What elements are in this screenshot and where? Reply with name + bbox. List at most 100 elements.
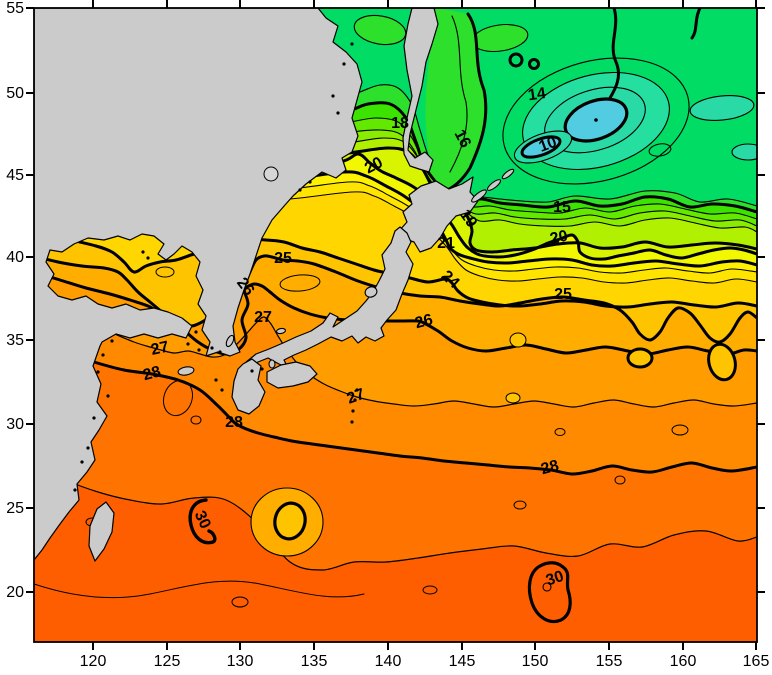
contour-label-27-14: 27 (254, 309, 272, 326)
contour-label-27-18: 27 (345, 386, 368, 408)
land-shikoku (266, 361, 318, 389)
closed-contour-feature-18 (648, 143, 672, 157)
closed-contour-feature-12 (689, 95, 755, 121)
y-axis-label-30: 30 (6, 416, 24, 433)
islet-dot-14 (197, 348, 201, 352)
islet-dot-9 (80, 460, 84, 464)
island-kuril-2 (486, 179, 502, 191)
x-axis-label-140: 140 (375, 653, 402, 670)
contour-feature-2 (425, 8, 486, 191)
closed-contour-feature-15 (528, 58, 540, 70)
closed-contour-feature-31 (513, 500, 527, 510)
contour-label-18-0: 18 (391, 115, 409, 132)
islet-dot-2 (342, 62, 346, 66)
contour-label-15-5: 15 (553, 199, 571, 216)
land-hokkaido (398, 176, 479, 253)
island-kuril-3 (501, 168, 515, 180)
contour-label-20-7: 20 (548, 228, 569, 248)
islet-dot-24 (141, 250, 145, 254)
contour-label-28-17: 28 (225, 414, 243, 431)
closed-contour-feature-13 (731, 143, 757, 161)
contour-label-14-3: 14 (527, 85, 547, 104)
islet-dot-16 (218, 350, 222, 354)
islet-dot-10 (73, 488, 77, 492)
islet-dot-27 (220, 388, 224, 392)
island-oki (275, 327, 287, 335)
isotherm-line-28 (34, 340, 757, 476)
isotherm-line-27 (34, 301, 757, 408)
contour-label-28-16: 28 (141, 363, 163, 384)
x-axis-label-135: 135 (301, 653, 328, 670)
island-sado (364, 286, 378, 298)
land-kyushu (231, 358, 266, 415)
islet-dot-17 (355, 388, 359, 392)
x-axis-label-130: 130 (227, 653, 254, 670)
islet-dot-19 (351, 409, 355, 413)
closed-contour-feature-38 (190, 415, 202, 425)
islet-dot-21 (250, 369, 254, 373)
y-axis-label-20: 20 (6, 584, 24, 601)
contour-label-27-15: 27 (149, 339, 170, 359)
closed-contour-feature-14 (508, 52, 524, 68)
y-axis-label-50: 50 (6, 85, 24, 102)
x-axis-label-150: 150 (522, 653, 549, 670)
contour-label-28-20: 28 (539, 457, 561, 478)
contour-feature-4 (449, 15, 468, 173)
islet-dot-28 (214, 378, 218, 382)
contour-feature-26 (527, 561, 572, 624)
isotherm-line-20 (34, 152, 757, 261)
x-axis-label-165: 165 (743, 653, 770, 670)
isotherm-line-18 (34, 137, 757, 233)
closed-contour-feature-28 (155, 266, 175, 278)
contour-label-10-4: 10 (537, 134, 560, 156)
closed-contour-feature-20 (707, 342, 737, 382)
x-axis-label-125: 125 (154, 653, 181, 670)
closed-contour-feature-9 (594, 118, 598, 122)
closed-contour-feature-37 (162, 379, 194, 417)
land-taiwan (88, 501, 115, 562)
island-tsushima (225, 334, 235, 348)
closed-contour-feature-34 (554, 428, 566, 436)
islet-dot-3 (350, 42, 354, 46)
islet-dot-20 (350, 420, 354, 424)
islet-dot-15 (210, 346, 214, 350)
isotherm-line-21 (34, 170, 757, 268)
islet-dot-7 (92, 416, 96, 420)
y-axis-label-25: 25 (6, 500, 24, 517)
closed-contour-feature-11 (520, 135, 562, 159)
islet-dot-8 (86, 446, 90, 450)
contour-feature-16 (608, 8, 620, 100)
lake-khanka (263, 166, 279, 182)
closed-contour-feature-29 (279, 274, 321, 292)
closed-contour-feature-35 (614, 475, 626, 485)
closed-contour-feature-32 (231, 596, 249, 608)
land-sakhalin (402, 8, 439, 173)
contour-label-21-8: 21 (437, 235, 455, 252)
x-axis-label-120: 120 (80, 653, 107, 670)
islet-dot-18 (353, 398, 357, 402)
closed-contour-feature-30 (671, 424, 689, 436)
temperature-band-29 (34, 462, 757, 642)
islet-dot-23 (146, 256, 150, 260)
y-axis-label-45: 45 (6, 167, 24, 184)
contour-feature-17 (690, 8, 702, 40)
islet-dot-4 (101, 353, 105, 357)
x-axis-label-155: 155 (596, 653, 623, 670)
island-jeju (177, 366, 195, 376)
contour-feature-3 (442, 12, 488, 193)
contour-label-25-12: 25 (274, 250, 292, 267)
islet-dot-0 (331, 94, 335, 98)
contour-label-25-10: 25 (554, 286, 572, 303)
islet-dot-6 (106, 394, 110, 398)
islet-dot-12 (194, 330, 198, 334)
x-axis-label-160: 160 (670, 653, 697, 670)
closed-contour-feature-21 (509, 332, 527, 348)
isotherm-line-29 (34, 461, 757, 571)
isotherm-line-23 (34, 191, 757, 284)
closed-contour-feature-27 (542, 582, 552, 592)
islet-dot-13 (186, 342, 190, 346)
isotherm-line-19 (34, 146, 757, 254)
contour-label-30-19: 30 (191, 508, 214, 531)
